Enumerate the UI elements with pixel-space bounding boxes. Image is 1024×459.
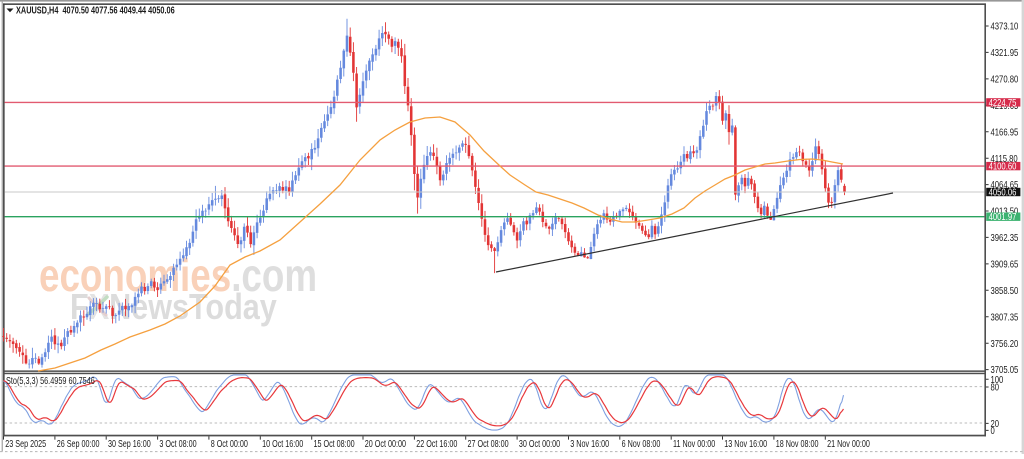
svg-text:23 Sep 2025: 23 Sep 2025	[5, 438, 46, 449]
svg-text:4013.50: 4013.50	[991, 206, 1019, 217]
svg-text:3858.50: 3858.50	[991, 285, 1019, 296]
svg-text:4100.60: 4100.60	[989, 161, 1017, 172]
svg-text:4064.65: 4064.65	[991, 179, 1019, 190]
svg-text:XAUUSD,H4 4070.50 4077.56 404: XAUUSD,H4 4070.50 4077.56 4049.44 4050.0…	[16, 4, 175, 16]
svg-text:3756.20: 3756.20	[991, 338, 1019, 349]
svg-text:8 Oct 00:00: 8 Oct 00:00	[211, 438, 248, 449]
svg-text:4050.06: 4050.06	[989, 186, 1017, 197]
svg-text:3 Oct 08:00: 3 Oct 08:00	[159, 438, 196, 449]
svg-text:20 Oct 00:00: 20 Oct 00:00	[365, 438, 406, 449]
svg-text:20: 20	[991, 418, 1000, 429]
svg-text:4166.95: 4166.95	[991, 126, 1019, 137]
svg-text:4115.80: 4115.80	[991, 153, 1018, 164]
svg-text:15 Oct 08:00: 15 Oct 08:00	[314, 438, 355, 449]
svg-text:3909.65: 3909.65	[991, 259, 1019, 270]
svg-text:4001.97: 4001.97	[989, 211, 1017, 222]
svg-text:3807.35: 3807.35	[991, 311, 1019, 322]
svg-text:FXNewsToday: FXNewsToday	[70, 288, 277, 328]
svg-text:22 Oct 16:00: 22 Oct 16:00	[416, 438, 457, 449]
svg-text:13 Nov 16:00: 13 Nov 16:00	[724, 438, 767, 449]
svg-text:3962.35: 3962.35	[991, 232, 1019, 243]
svg-text:26 Sep 00:00: 26 Sep 00:00	[57, 438, 100, 449]
svg-text:10 Oct 16:00: 10 Oct 16:00	[262, 438, 303, 449]
svg-text:economies.com: economies.com	[39, 249, 317, 301]
svg-text:4270.80: 4270.80	[991, 74, 1019, 85]
svg-text:6 Nov 08:00: 6 Nov 08:00	[622, 438, 661, 449]
svg-text:4373.10: 4373.10	[991, 21, 1019, 32]
svg-text:4224.75: 4224.75	[989, 97, 1017, 108]
svg-text:4321.95: 4321.95	[991, 47, 1019, 58]
svg-text:3705.05: 3705.05	[991, 364, 1019, 375]
svg-text:3 Nov 16:00: 3 Nov 16:00	[570, 438, 609, 449]
svg-text:30 Sep 16:00: 30 Sep 16:00	[108, 438, 151, 449]
svg-text:30 Oct 00:00: 30 Oct 00:00	[519, 438, 560, 449]
svg-text:27 Oct 08:00: 27 Oct 08:00	[468, 438, 509, 449]
svg-text:Sto(5,3,3) 56.4959 60.7546: Sto(5,3,3) 56.4959 60.7546	[6, 375, 95, 386]
svg-text:18 Nov 08:00: 18 Nov 08:00	[776, 438, 819, 449]
svg-text:80: 80	[991, 382, 1000, 393]
svg-text:21 Nov 00:00: 21 Nov 00:00	[827, 438, 870, 449]
svg-text:0: 0	[991, 425, 995, 436]
svg-text:11 Nov 00:00: 11 Nov 00:00	[673, 438, 715, 449]
svg-text:100: 100	[991, 374, 1004, 385]
